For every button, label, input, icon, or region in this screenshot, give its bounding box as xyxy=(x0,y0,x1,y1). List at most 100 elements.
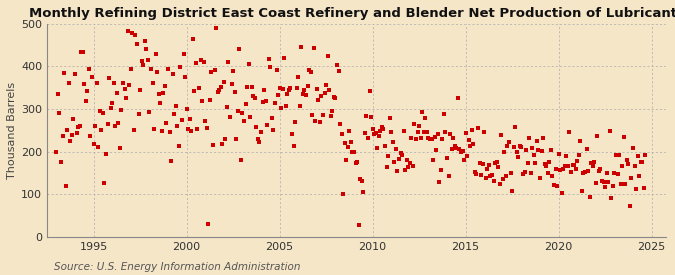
Point xyxy=(614,153,624,158)
Point xyxy=(88,142,99,146)
Point xyxy=(533,147,544,152)
Point xyxy=(316,93,327,98)
Point xyxy=(538,136,549,140)
Point xyxy=(386,130,397,134)
Point xyxy=(390,147,401,151)
Point xyxy=(313,97,324,102)
Point xyxy=(188,36,198,41)
Point xyxy=(240,101,251,106)
Point xyxy=(612,172,623,176)
Point xyxy=(232,109,243,114)
Point xyxy=(352,160,362,164)
Point xyxy=(169,112,180,116)
Point xyxy=(397,152,408,157)
Point xyxy=(265,65,275,69)
Point xyxy=(369,131,379,136)
Point xyxy=(358,190,369,194)
Point xyxy=(200,118,211,123)
Point xyxy=(144,110,155,114)
Point xyxy=(76,50,86,54)
Point xyxy=(460,131,471,135)
Point xyxy=(362,136,373,141)
Point xyxy=(420,116,431,120)
Point xyxy=(111,91,122,95)
Point xyxy=(178,52,189,56)
Point xyxy=(226,82,237,86)
Point xyxy=(335,122,346,127)
Point xyxy=(136,59,147,63)
Point xyxy=(262,123,273,127)
Point xyxy=(479,130,489,134)
Point xyxy=(404,161,415,165)
Point xyxy=(212,89,223,94)
Point xyxy=(408,163,418,168)
Point xyxy=(628,146,639,151)
Point xyxy=(102,121,113,126)
Point xyxy=(196,99,207,103)
Point xyxy=(305,69,316,74)
Point xyxy=(161,121,172,125)
Point xyxy=(93,145,104,149)
Point xyxy=(194,86,205,90)
Point xyxy=(159,84,170,89)
Point xyxy=(95,109,105,113)
Point xyxy=(487,173,497,177)
Point xyxy=(378,127,389,131)
Point xyxy=(356,178,367,183)
Point xyxy=(60,183,71,188)
Point xyxy=(624,204,635,208)
Point xyxy=(291,86,302,90)
Point xyxy=(387,139,398,144)
Point xyxy=(257,100,268,104)
Point xyxy=(183,127,194,132)
Point xyxy=(57,133,68,138)
Point xyxy=(452,96,463,100)
Point xyxy=(86,75,97,79)
Point xyxy=(551,184,562,188)
Point xyxy=(242,85,252,89)
Point xyxy=(575,139,586,144)
Point xyxy=(290,120,300,124)
Point xyxy=(321,83,331,87)
Point xyxy=(458,157,469,162)
Point xyxy=(78,50,88,54)
Point xyxy=(524,136,535,141)
Point xyxy=(617,164,628,168)
Point xyxy=(497,177,508,182)
Point xyxy=(608,183,618,188)
Point xyxy=(221,105,232,109)
Point xyxy=(599,185,610,189)
Point xyxy=(585,195,595,199)
Point xyxy=(402,158,412,162)
Point xyxy=(338,192,348,197)
Point xyxy=(466,128,477,133)
Point xyxy=(512,150,522,154)
Point xyxy=(119,87,130,91)
Point xyxy=(261,99,271,104)
Point xyxy=(293,75,304,79)
Point xyxy=(80,99,91,103)
Point xyxy=(415,136,426,140)
Point xyxy=(121,96,132,100)
Point xyxy=(220,136,231,141)
Point xyxy=(113,120,124,125)
Point xyxy=(439,112,450,116)
Point xyxy=(373,133,384,138)
Point xyxy=(379,143,390,148)
Point xyxy=(231,137,242,141)
Point xyxy=(319,91,330,95)
Point xyxy=(398,129,409,133)
Point xyxy=(299,87,310,92)
Point xyxy=(423,136,434,140)
Point xyxy=(203,222,214,226)
Point xyxy=(403,165,414,169)
Point xyxy=(481,175,491,180)
Point xyxy=(425,136,435,141)
Point xyxy=(435,168,446,172)
Point xyxy=(322,54,333,59)
Point xyxy=(615,182,626,186)
Point xyxy=(504,139,514,144)
Point xyxy=(141,46,152,51)
Point xyxy=(117,81,128,85)
Point xyxy=(267,116,277,120)
